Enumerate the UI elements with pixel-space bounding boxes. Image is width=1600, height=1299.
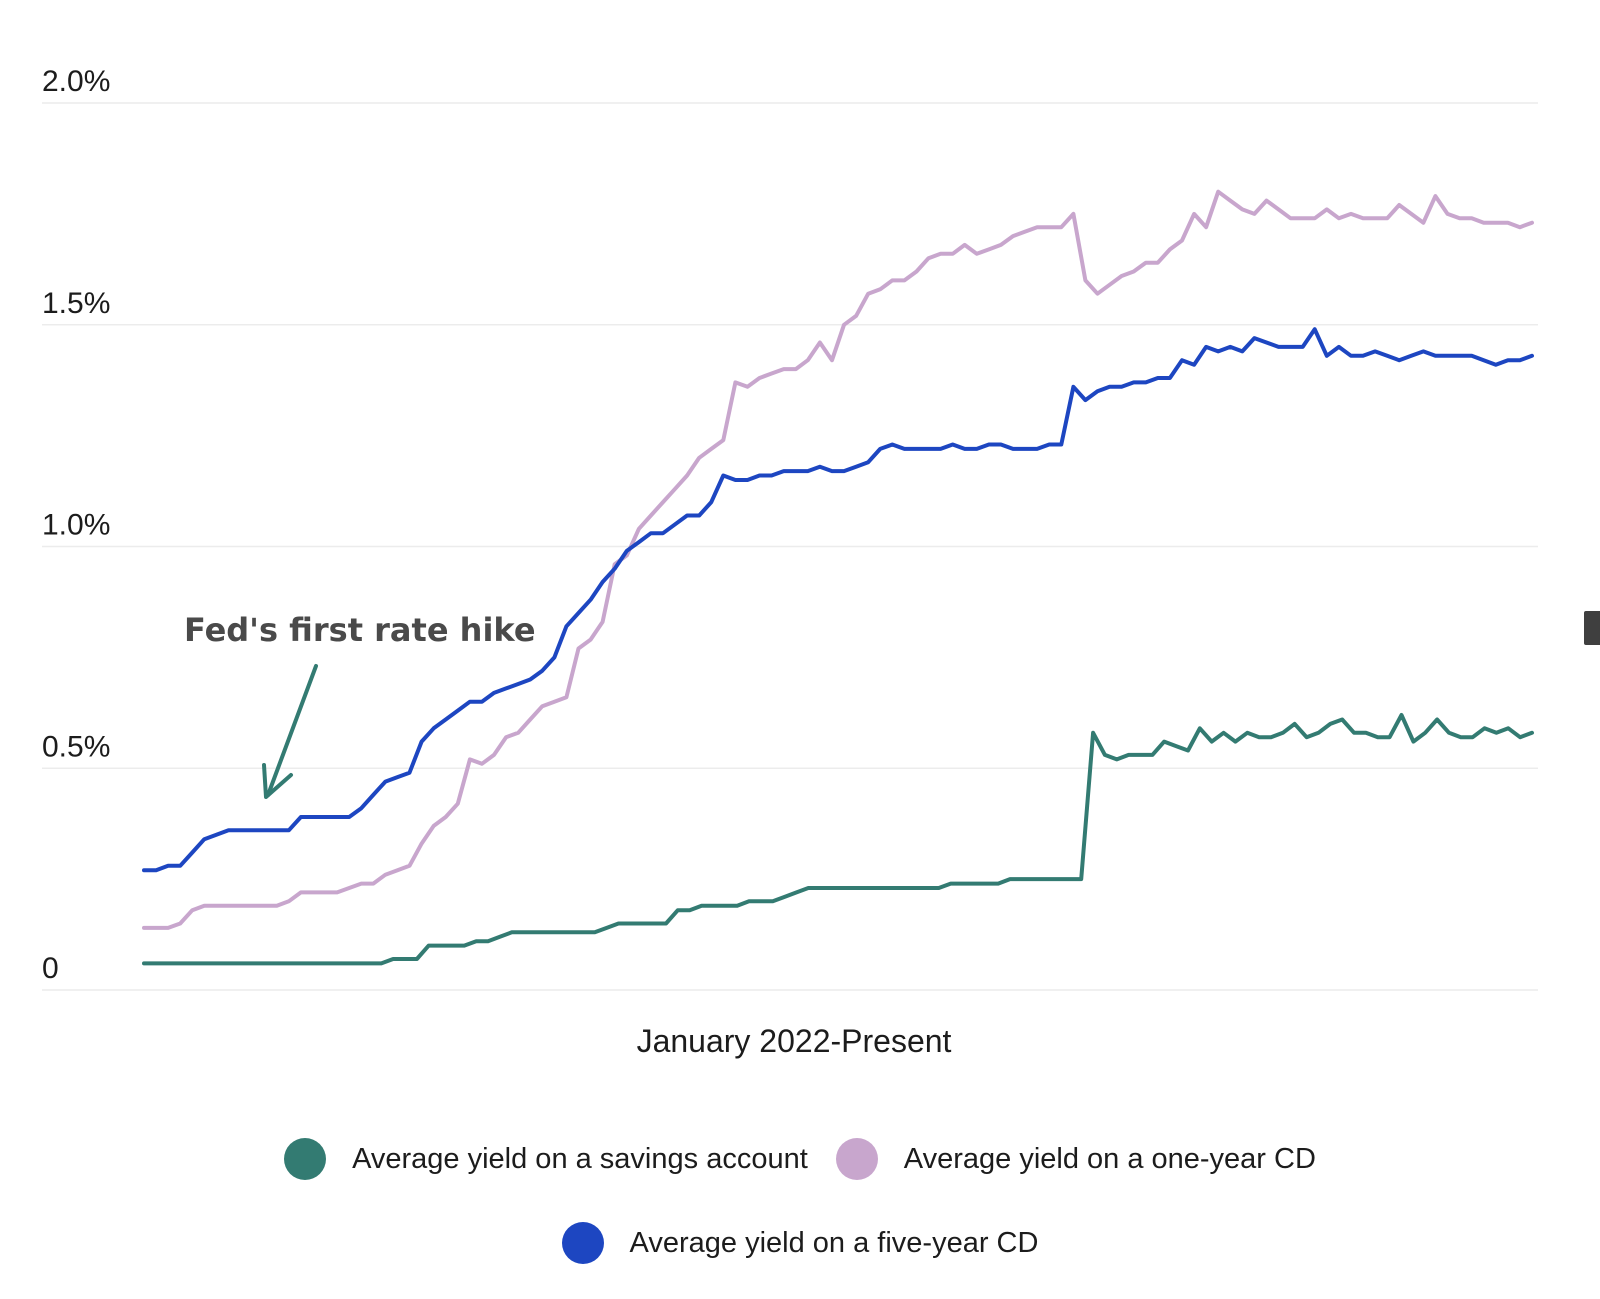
legend-item-savings[interactable]: Average yield on a savings account (284, 1138, 808, 1180)
y-tick-label: 0.5% (42, 730, 110, 763)
annotation: Fed's first rate hike (184, 611, 536, 799)
series-line-five-year-cd[interactable] (142, 327, 1534, 873)
legend-dot-icon (561, 1222, 604, 1264)
legend-label-one-year-cd: Average yield on a one-year CD (903, 1142, 1316, 1175)
y-tick-label: 0 (42, 952, 59, 985)
series-lines (142, 189, 1534, 966)
y-tick-label: 1.5% (42, 287, 110, 320)
y-axis-ticks: 0 0.5% 1.0% 1.5% 2.0% (42, 65, 110, 985)
annotation-arrowhead-icon (262, 763, 293, 799)
legend-item-five-year-cd[interactable]: Average yield on a five-year CD (561, 1222, 1039, 1264)
legend-label-savings: Average yield on a savings account (352, 1142, 808, 1175)
legend-dot-icon (835, 1138, 878, 1180)
series-line-savings[interactable] (142, 713, 1534, 966)
legend-item-one-year-cd[interactable]: Average yield on a one-year CD (835, 1138, 1316, 1180)
legend-label-five-year-cd: Average yield on a five-year CD (629, 1226, 1039, 1259)
y-tick-label: 2.0% (42, 65, 110, 98)
annotation-label: Fed's first rate hike (184, 611, 536, 649)
y-tick-label: 1.0% (42, 509, 110, 542)
legend-row-2: Average yield on a five-year CD (0, 1222, 1600, 1264)
x-axis-label: January 2022-Present (637, 1023, 952, 1059)
series-line-one-year-cd[interactable] (142, 189, 1534, 930)
grid-lines (42, 102, 1538, 991)
legend-dot-icon (284, 1138, 327, 1180)
annotation-arrow-icon (266, 664, 318, 797)
edge-tab[interactable] (1584, 611, 1600, 645)
legend-row-1: Average yield on a savings account Avera… (0, 1138, 1600, 1180)
